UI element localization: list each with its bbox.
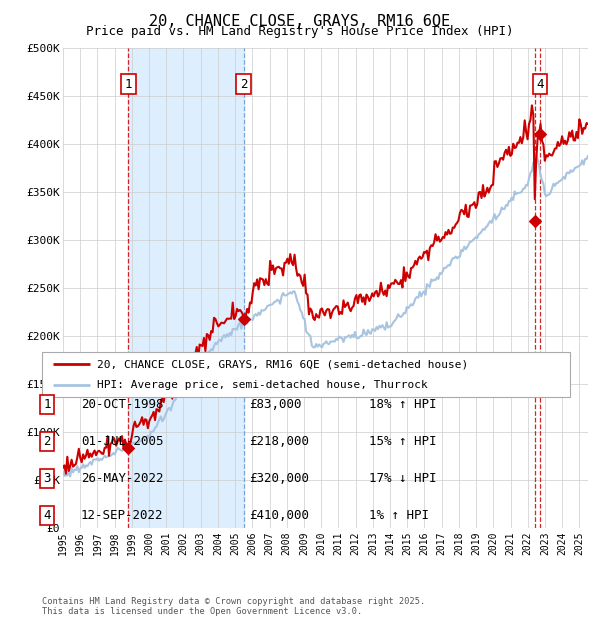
Text: £410,000: £410,000 xyxy=(249,510,309,522)
Bar xyxy=(128,48,244,528)
Text: This data is licensed under the Open Government Licence v3.0.: This data is licensed under the Open Gov… xyxy=(42,607,362,616)
Text: 1% ↑ HPI: 1% ↑ HPI xyxy=(369,510,429,522)
Text: Price paid vs. HM Land Registry's House Price Index (HPI): Price paid vs. HM Land Registry's House … xyxy=(86,25,514,38)
Text: £83,000: £83,000 xyxy=(249,398,302,410)
Text: HPI: Average price, semi-detached house, Thurrock: HPI: Average price, semi-detached house,… xyxy=(97,379,428,390)
Text: 20-OCT-1998: 20-OCT-1998 xyxy=(81,398,163,410)
Point xyxy=(535,130,545,140)
Text: Contains HM Land Registry data © Crown copyright and database right 2025.: Contains HM Land Registry data © Crown c… xyxy=(42,597,425,606)
Text: 3: 3 xyxy=(43,472,50,485)
Text: 18% ↑ HPI: 18% ↑ HPI xyxy=(369,398,437,410)
Text: 26-MAY-2022: 26-MAY-2022 xyxy=(81,472,163,485)
Text: 12-SEP-2022: 12-SEP-2022 xyxy=(81,510,163,522)
Text: 2: 2 xyxy=(240,78,247,91)
Text: 01-JUL-2005: 01-JUL-2005 xyxy=(81,435,163,448)
FancyBboxPatch shape xyxy=(42,352,570,397)
Point xyxy=(124,443,133,453)
Text: £320,000: £320,000 xyxy=(249,472,309,485)
Text: 1: 1 xyxy=(43,398,50,410)
Text: 20, CHANCE CLOSE, GRAYS, RM16 6QE: 20, CHANCE CLOSE, GRAYS, RM16 6QE xyxy=(149,14,451,29)
Text: 20, CHANCE CLOSE, GRAYS, RM16 6QE (semi-detached house): 20, CHANCE CLOSE, GRAYS, RM16 6QE (semi-… xyxy=(97,359,469,370)
Text: 15% ↑ HPI: 15% ↑ HPI xyxy=(369,435,437,448)
Text: 17% ↓ HPI: 17% ↓ HPI xyxy=(369,472,437,485)
Text: £218,000: £218,000 xyxy=(249,435,309,448)
Text: 2: 2 xyxy=(43,435,50,448)
Point xyxy=(239,314,248,324)
Text: 4: 4 xyxy=(536,78,544,91)
Point xyxy=(530,216,539,226)
Text: 4: 4 xyxy=(43,510,50,522)
Text: 1: 1 xyxy=(125,78,132,91)
